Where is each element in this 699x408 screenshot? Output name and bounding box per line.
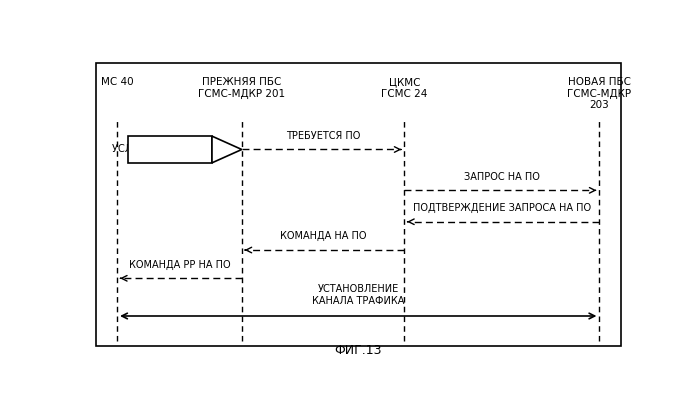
Text: ФИГ.13: ФИГ.13 — [335, 344, 382, 357]
Text: НОВАЯ ПБС
ГСМС-МДКР
203: НОВАЯ ПБС ГСМС-МДКР 203 — [568, 77, 631, 111]
Polygon shape — [212, 136, 242, 163]
Text: ЗАПРОС НА ПО: ЗАПРОС НА ПО — [464, 171, 540, 182]
Bar — [128, 136, 212, 163]
Text: МС 40: МС 40 — [101, 77, 134, 87]
Text: УСТАНОВЛЕНИЕ
КАНАЛА ТРАФИКА: УСТАНОВЛЕНИЕ КАНАЛА ТРАФИКА — [312, 284, 405, 306]
Text: КОМАНДА НА ПО: КОМАНДА НА ПО — [280, 231, 366, 241]
Text: КОМАНДА РР НА ПО: КОМАНДА РР НА ПО — [129, 259, 230, 270]
Text: ЦКМС
ГСМС 24: ЦКМС ГСМС 24 — [381, 77, 428, 99]
Text: ПОДТВЕРЖДЕНИЕ ЗАПРОСА НА ПО: ПОДТВЕРЖДЕНИЕ ЗАПРОСА НА ПО — [412, 203, 591, 213]
Text: ПРЕЖНЯЯ ПБС
ГСМС-МДКР 201: ПРЕЖНЯЯ ПБС ГСМС-МДКР 201 — [199, 77, 285, 99]
Text: УСЛОВИЕ ЗАПУСКА ПО: УСЛОВИЕ ЗАПУСКА ПО — [112, 144, 228, 155]
Bar — [96, 63, 621, 346]
Text: ТРЕБУЕТСЯ ПО: ТРЕБУЕТСЯ ПО — [286, 131, 360, 141]
